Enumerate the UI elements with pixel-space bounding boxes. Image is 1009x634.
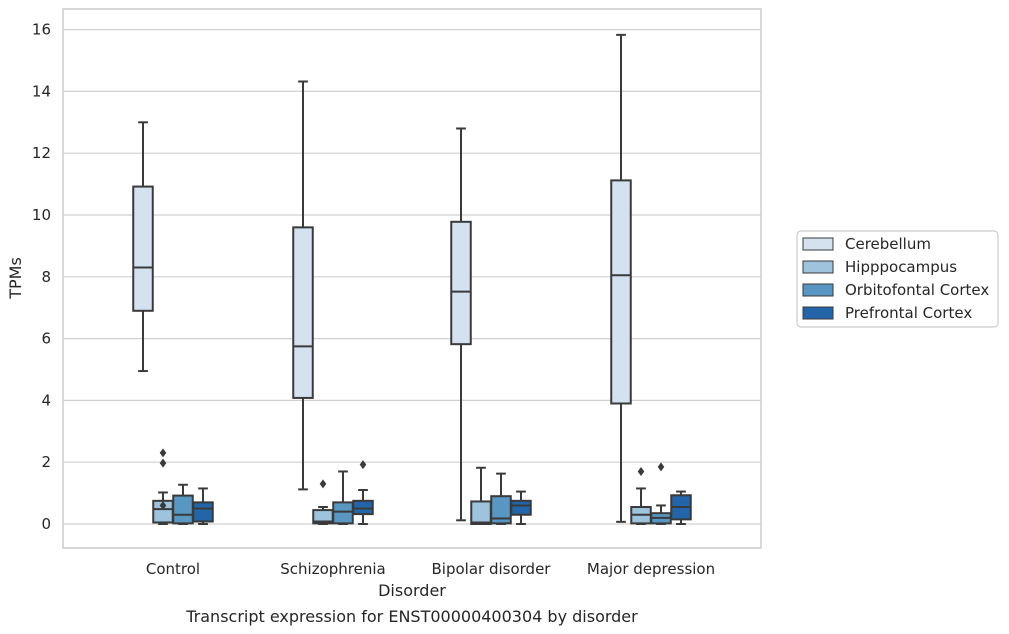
y-tick-label: 14: [32, 82, 51, 100]
y-tick-label: 2: [41, 453, 51, 471]
x-axis-ticks: Control Schizophrenia Bipolar disorder Majo…: [146, 560, 715, 578]
box-3-0: [610, 33, 632, 523]
outlier-point: [657, 462, 665, 472]
box-2-0: [450, 127, 472, 522]
box-3-2: [650, 462, 672, 525]
box-body: [292, 226, 314, 399]
box-1-1: [312, 479, 334, 525]
box-3-3: [670, 490, 692, 525]
x-tick-label: Major depression: [587, 560, 715, 578]
legend-label: Orbitofontal Cortex: [845, 281, 989, 299]
y-tick-label: 6: [41, 330, 51, 348]
box-1-2: [332, 470, 354, 525]
box-0-3: [192, 487, 214, 525]
box-0-2: [172, 483, 194, 525]
box-2-3: [510, 490, 532, 525]
box-2-2: [490, 472, 512, 525]
x-axis-label: Disorder: [378, 581, 446, 600]
y-axis-label: TPMs: [6, 257, 25, 300]
box-0-1: [152, 448, 174, 525]
legend-label: Prefrontal Cortex: [845, 304, 972, 322]
box-2-1: [470, 466, 492, 525]
y-tick-label: 10: [32, 206, 51, 224]
box-body: [352, 499, 374, 516]
legend-label: Hipppocampus: [845, 258, 957, 276]
box-1-0: [292, 80, 314, 491]
box-body: [450, 220, 472, 346]
box-1-3: [352, 460, 374, 525]
box-3-1: [630, 466, 652, 525]
box-body: [610, 179, 632, 405]
legend-swatch: [802, 260, 834, 274]
box-body: [172, 494, 194, 525]
legend-swatch: [802, 306, 834, 320]
y-tick-label: 16: [32, 21, 51, 39]
legend-label: Cerebellum: [845, 235, 931, 253]
y-axis-ticks: 0 2 4 6 8 10 12 14 16: [32, 21, 51, 533]
outlier-point: [359, 460, 367, 470]
plot-frame: [62, 8, 762, 549]
box-body: [192, 501, 214, 523]
box-body: [132, 185, 154, 312]
legend: Cerebellum Hipppocampus Orbitofontal Corte…: [796, 230, 999, 328]
y-tick-label: 4: [41, 391, 51, 409]
grid: [63, 29, 761, 525]
x-tick-label: Control: [146, 560, 200, 578]
x-tick-label: Schizophrenia: [280, 560, 385, 578]
x-tick-label: Bipolar disorder: [432, 560, 552, 578]
box-body: [510, 499, 532, 516]
y-tick-label: 8: [41, 268, 51, 286]
y-tick-label: 0: [41, 515, 51, 533]
outlier-point: [159, 448, 167, 458]
outlier-point: [319, 479, 327, 489]
boxes: [132, 33, 692, 525]
legend-swatch: [802, 237, 834, 251]
outlier-point: [159, 500, 167, 510]
box-0-0: [132, 121, 154, 373]
box-body: [332, 501, 354, 525]
outlier-point: [637, 466, 645, 476]
outlier-point: [159, 458, 167, 468]
box-body: [470, 500, 492, 525]
legend-swatch: [802, 283, 834, 297]
chart-caption: Transcript expression for ENST0000040030…: [185, 607, 638, 626]
y-tick-label: 12: [32, 144, 51, 162]
legend-frame: [796, 230, 999, 328]
